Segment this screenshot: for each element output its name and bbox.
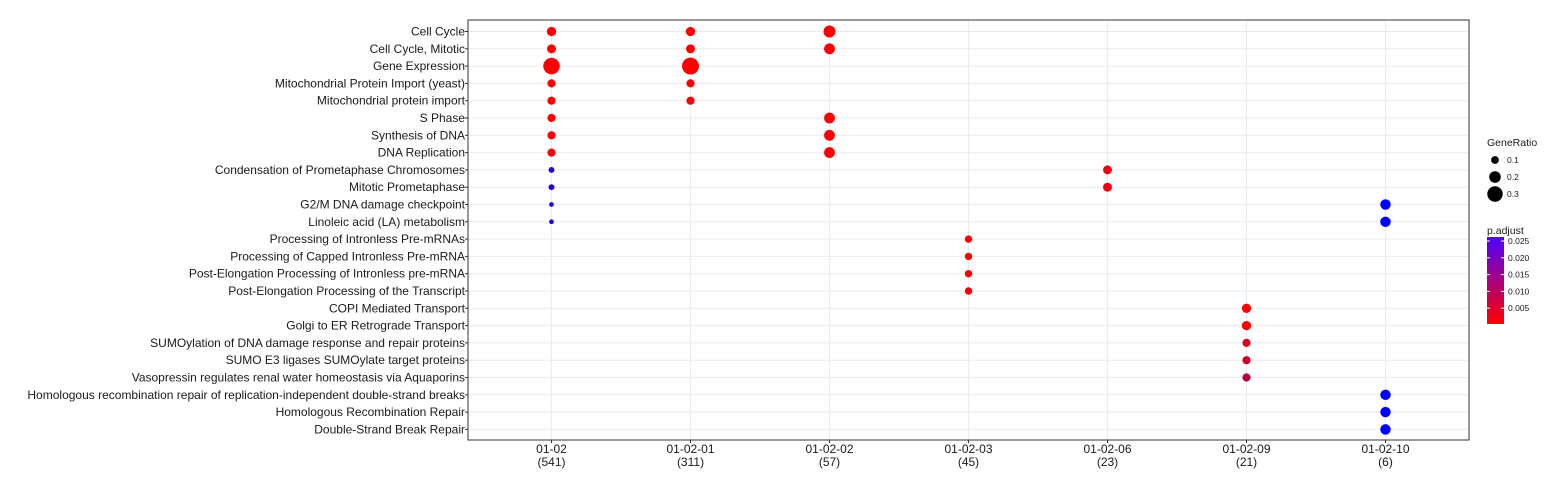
y-tick-label: SUMOylation of DNA damage response and r…: [150, 336, 465, 350]
y-tick-label: Cell Cycle: [411, 25, 465, 39]
x-tick-label: 01-02-03: [944, 442, 992, 456]
color-legend-bar: [1487, 237, 1504, 324]
y-tick-label: COPI Mediated Transport: [329, 301, 466, 315]
x-tick-label: 01-02-09: [1222, 442, 1270, 456]
size-legend-label: 0.1: [1507, 155, 1519, 165]
y-axis-labels: Cell Cycle Cell Cycle, Mitotic Gene Expres…: [27, 25, 468, 436]
data-point: [964, 287, 973, 295]
y-tick-label: Vasopressin regulates renal water homeos…: [132, 371, 465, 385]
grid-lines: [468, 20, 1469, 440]
color-legend-items: 0.025 0.020 0.015 0.010 0.005: [1487, 236, 1530, 313]
x-tick-label: 01-02-02: [805, 442, 853, 456]
data-point: [823, 25, 836, 38]
y-tick-label: Mitotic Prometaphase: [349, 180, 465, 194]
y-tick-label: S Phase: [420, 111, 466, 125]
y-tick-label: Condensation of Prometaphase Chromosomes: [215, 163, 465, 177]
data-point: [824, 112, 835, 124]
data-point: [547, 131, 556, 140]
size-legend-key: [1491, 156, 1499, 164]
plot-panel-border: [467, 19, 1470, 441]
data-point: [824, 129, 835, 141]
x-tick-label: 01-02-01: [666, 442, 714, 456]
legend: GeneRatio 0.10.20.3 p.adjust 0.0250.0200…: [1487, 137, 1537, 324]
data-point: [1380, 389, 1391, 401]
y-tick-label: Post-Elongation Processing of Intronless…: [189, 267, 465, 281]
data-point: [1380, 424, 1391, 435]
x-tick-count-label: (57): [819, 455, 840, 469]
data-point: [964, 252, 973, 261]
size-legend-key: [1489, 171, 1501, 183]
data-point: [547, 148, 556, 157]
color-legend-label: 0.025: [1508, 236, 1530, 246]
x-tick-count-label: (6): [1378, 455, 1393, 469]
size-legend-label: 0.2: [1507, 172, 1519, 182]
size-legend-items: 0.1 0.2 0.3: [1487, 155, 1519, 202]
data-point: [547, 44, 556, 54]
data-point: [546, 26, 557, 37]
data-point: [549, 219, 554, 225]
data-point: [1380, 216, 1391, 228]
y-tick-label: Linoleic acid (LA) metabolism: [308, 215, 465, 229]
color-legend-title: p.adjust: [1487, 225, 1524, 237]
data-point: [1103, 182, 1112, 192]
size-legend-title: GeneRatio: [1487, 137, 1537, 149]
y-tick-label: Mitochondrial Protein Import (yeast): [275, 76, 465, 90]
x-tick-label: 01-02-06: [1083, 442, 1131, 456]
color-legend-label: 0.005: [1508, 303, 1530, 313]
data-point: [682, 57, 699, 75]
color-legend-label: 0.015: [1508, 270, 1530, 280]
y-tick-label: SUMO E3 ligases SUMOylate target protein…: [226, 353, 465, 367]
data-point: [549, 202, 554, 207]
x-tick-count-label: (45): [958, 455, 979, 469]
y-tick-label: Post-Elongation Processing of the Transc…: [228, 284, 465, 298]
y-tick-label: Synthesis of DNA: [371, 128, 465, 142]
size-legend-label: 0.3: [1507, 189, 1519, 199]
data-point: [685, 26, 696, 37]
data-point: [1241, 320, 1252, 331]
data-point: [1241, 303, 1252, 313]
data-point: [686, 44, 695, 54]
data-point: [543, 57, 560, 75]
data-point: [1380, 199, 1391, 210]
y-tick-label: DNA Replication: [378, 146, 465, 160]
x-axis-labels: 01-02(541) 01-02-01(311) 01-02-02(57) 01-02…: [536, 440, 1410, 469]
data-point: [824, 43, 835, 55]
data-point: [824, 147, 835, 159]
data-point: [686, 79, 695, 88]
y-tick-label: Golgi to ER Retrograde Transport: [286, 319, 465, 333]
y-tick-label: Homologous Recombination Repair: [276, 405, 465, 419]
data-point: [1242, 338, 1251, 347]
data-point: [964, 269, 973, 278]
x-tick-count-label: (23): [1097, 455, 1118, 469]
color-legend-label: 0.020: [1508, 253, 1530, 263]
data-point: [686, 96, 695, 105]
y-tick-label: Processing of Intronless Pre-mRNAs: [270, 232, 465, 246]
x-tick-count-label: (311): [677, 455, 704, 469]
color-legend-label: 0.010: [1508, 286, 1530, 296]
x-tick-count-label: (541): [537, 455, 565, 469]
x-tick-label: 01-02: [536, 442, 567, 456]
data-point: [1242, 356, 1251, 365]
data-point: [547, 79, 556, 88]
data-points: [543, 25, 1391, 435]
y-tick-label: Homologous recombination repair of repli…: [27, 388, 465, 402]
x-tick-count-label: (21): [1236, 455, 1257, 469]
y-tick-label: Double-Strand Break Repair: [314, 422, 465, 436]
y-tick-label: G2/M DNA damage checkpoint: [300, 198, 465, 212]
data-point: [1380, 406, 1391, 418]
y-tick-label: Cell Cycle, Mitotic: [370, 42, 465, 56]
data-point: [547, 96, 556, 105]
data-point: [547, 113, 556, 123]
y-tick-label: Gene Expression: [373, 59, 465, 73]
data-point: [1103, 165, 1112, 175]
data-point: [548, 184, 555, 191]
x-tick-label: 01-02-10: [1361, 442, 1409, 456]
data-point: [548, 166, 555, 173]
data-point: [1242, 373, 1251, 382]
size-legend-key: [1487, 186, 1503, 202]
y-tick-label: Processing of Capped Intronless Pre-mRNA: [230, 249, 465, 263]
y-tick-label: Mitochondrial protein import: [317, 94, 466, 108]
data-point: [964, 235, 973, 243]
